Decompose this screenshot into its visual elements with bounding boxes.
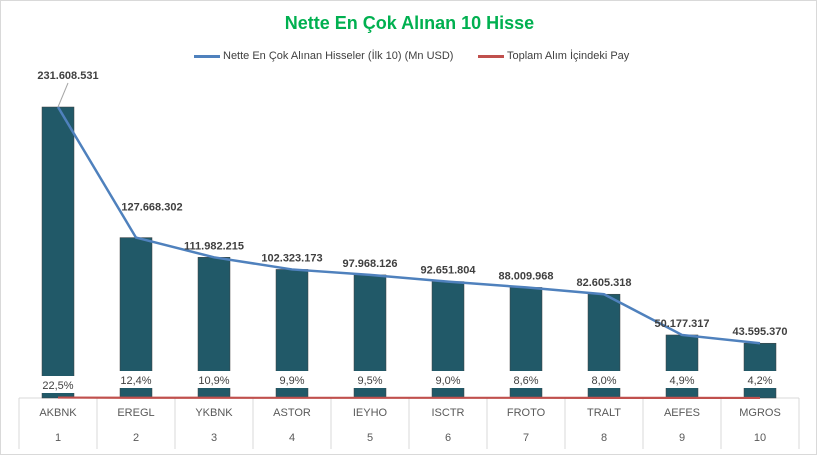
bar <box>743 342 777 399</box>
tick-label-ticker: FROTO <box>507 407 546 419</box>
tick-label-ticker: ISCTR <box>432 407 465 419</box>
leader-line <box>57 82 69 108</box>
tick-label-rank: 1 <box>55 432 61 444</box>
data-label-share: 12,4% <box>120 375 151 387</box>
tick-label-ticker: YKBNK <box>195 407 233 419</box>
data-label-value: 50.177.317 <box>654 318 709 330</box>
tick-label-rank: 5 <box>367 432 373 444</box>
data-label-box <box>353 371 387 388</box>
legend-label: Toplam Alım İçindeki Pay <box>507 50 630 62</box>
data-label-share: 9,0% <box>435 375 460 387</box>
tick-label-ticker: EREGL <box>117 407 154 419</box>
data-label-share: 9,5% <box>357 375 382 387</box>
tick-label-rank: 3 <box>211 432 217 444</box>
chart-title: Nette En Çok Alınan 10 Hisse <box>284 13 535 33</box>
series-line-value <box>56 106 761 345</box>
legend-item-share: Toplam Alım İçindeki Pay <box>478 50 629 62</box>
tick-label-rank: 9 <box>679 432 685 444</box>
data-label-value: 88.009.968 <box>498 270 553 282</box>
data-label-value: 82.605.318 <box>576 277 631 289</box>
tick-label-ticker: MGROS <box>739 407 781 419</box>
bar <box>41 106 75 399</box>
tick-label-rank: 6 <box>445 432 451 444</box>
data-label-value: 231.608.531 <box>37 70 98 82</box>
data-label-box <box>665 371 699 388</box>
tick-label-ticker: AEFES <box>664 407 700 419</box>
tick-label-rank: 2 <box>133 432 139 444</box>
legend-label: Nette En Çok Alınan Hisseler (İlk 10) (M… <box>223 50 454 62</box>
legend-swatch-blue <box>194 54 220 58</box>
data-label-box <box>743 371 777 388</box>
tick-label-ticker: ASTOR <box>273 407 311 419</box>
bar <box>665 334 699 399</box>
data-label-box <box>587 371 621 388</box>
data-label-value: 127.668.302 <box>121 202 182 214</box>
tick-label-rank: 10 <box>754 432 766 444</box>
data-label-value: 97.968.126 <box>342 258 397 270</box>
data-label-share: 9,9% <box>279 375 304 387</box>
data-label-share: 8,0% <box>591 375 616 387</box>
data-label-box <box>119 371 153 388</box>
tick-label-ticker: TRALT <box>587 407 621 419</box>
tick-label-rank: 7 <box>523 432 529 444</box>
data-label-value: 102.323.173 <box>261 252 322 264</box>
data-label-box <box>41 376 75 393</box>
data-label-value: 111.982.215 <box>184 240 244 252</box>
data-label-share: 4,2% <box>747 375 772 387</box>
tick-label-rank: 4 <box>289 432 295 444</box>
data-label-share: 8,6% <box>513 375 538 387</box>
data-label-share: 22,5% <box>42 380 73 392</box>
data-label-value: 43.595.370 <box>732 326 787 338</box>
data-label-box <box>275 371 309 388</box>
data-label-box <box>431 371 465 388</box>
tick-label-ticker: IEYHO <box>353 407 388 419</box>
legend-item-value: Nette En Çok Alınan Hisseler (İlk 10) (M… <box>194 50 453 62</box>
data-label-box <box>509 371 543 388</box>
tick-label-rank: 8 <box>601 432 607 444</box>
data-label-box <box>197 371 231 388</box>
data-label-value: 92.651.804 <box>420 265 476 277</box>
data-label-share: 4,9% <box>669 375 694 387</box>
data-label-share: 10,9% <box>198 375 229 387</box>
legend-swatch-red <box>478 54 504 58</box>
tick-label-ticker: AKBNK <box>39 407 77 419</box>
